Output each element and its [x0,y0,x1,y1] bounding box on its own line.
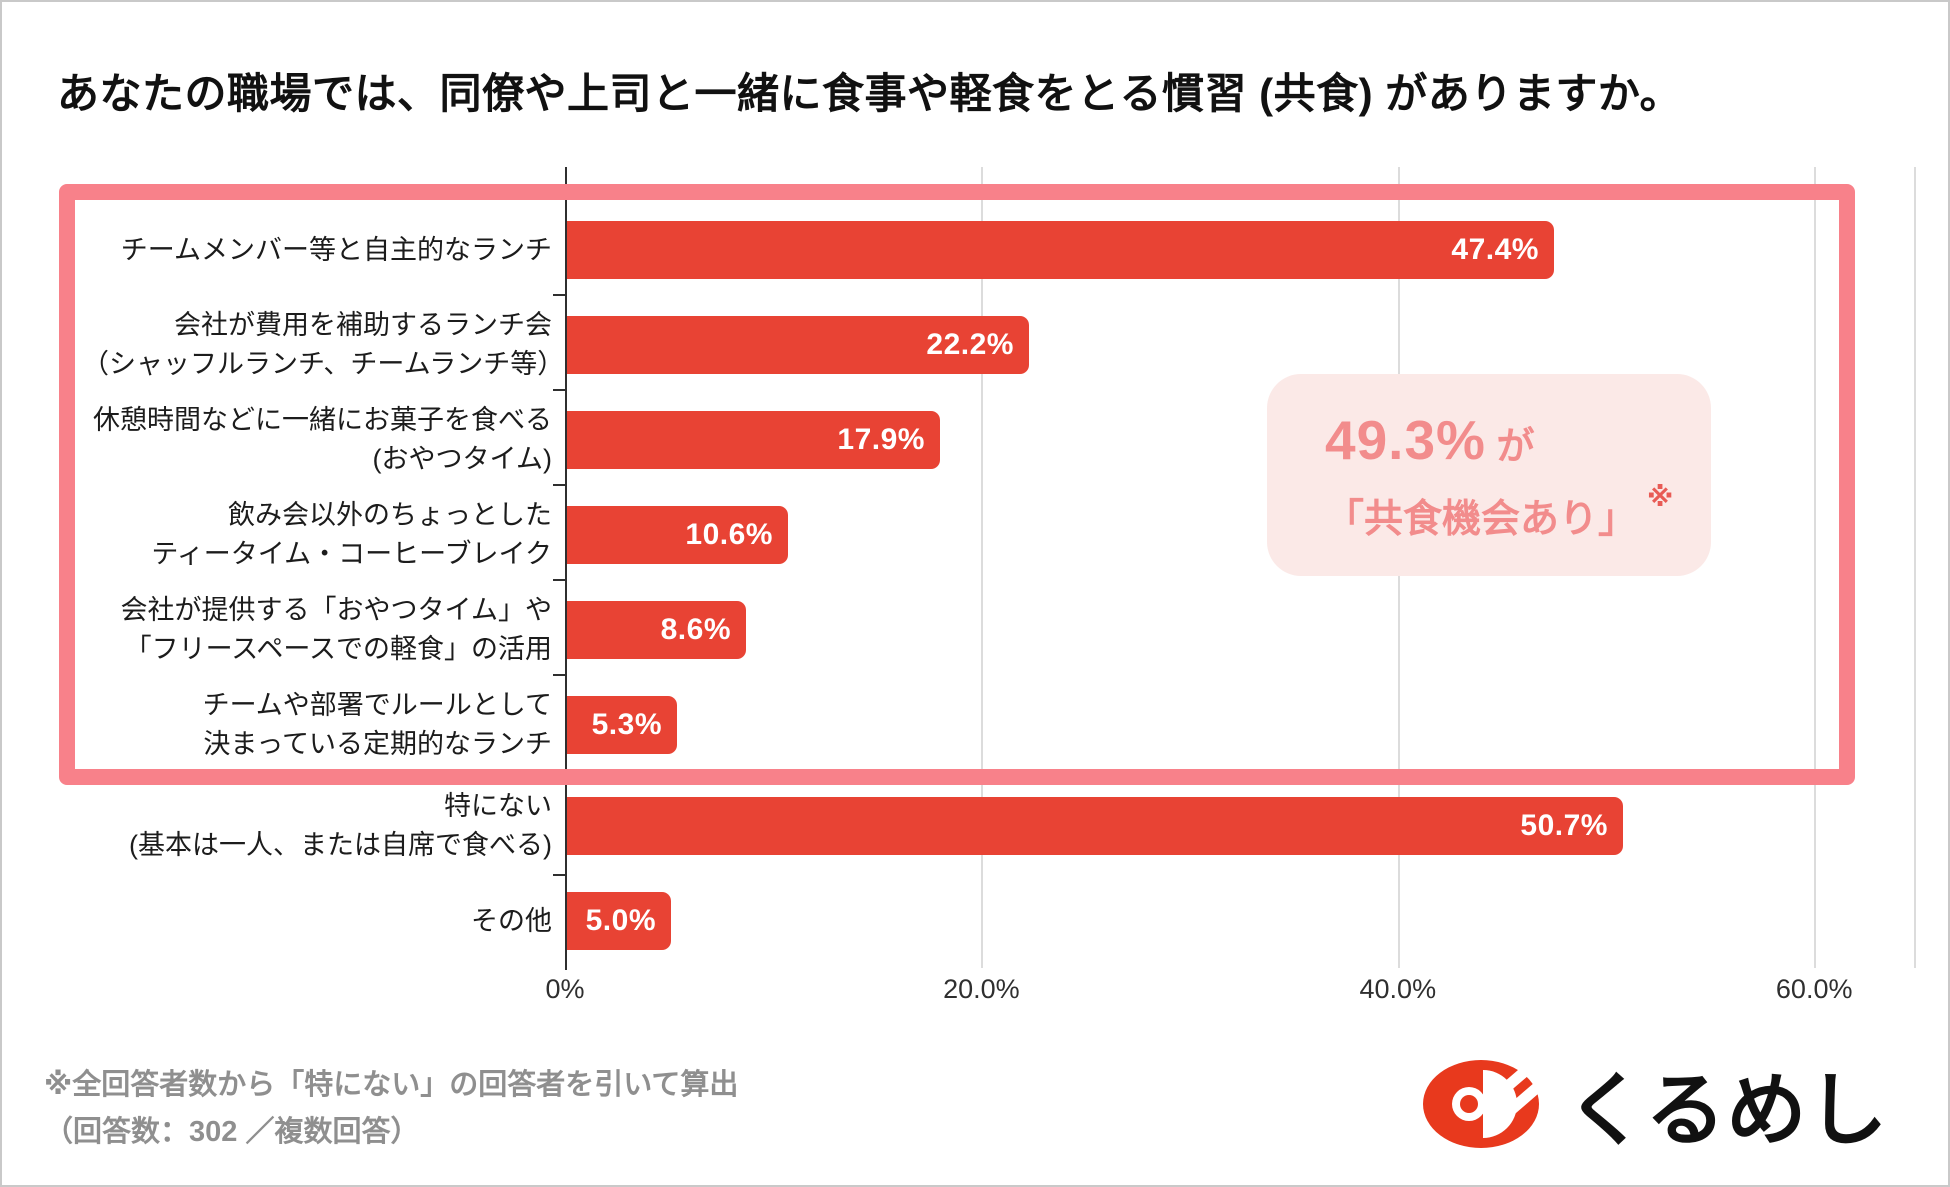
chart-title: あなたの職場では、同僚や上司と一緒に食事や軽食をとる慣習 (共食) がありますか… [57,70,1682,117]
axis-tick-0 [553,198,565,200]
bar-value-label: 47.4% [1451,233,1539,266]
bar-value-label: 22.2% [926,328,1014,361]
callout-percentage: 49.3% [1325,409,1486,471]
bar: 17.9% [567,411,940,469]
axis-tick-3 [553,484,565,486]
axis-tick-2 [553,389,565,391]
kurumeshi-logo: くるめし [1422,1046,1888,1162]
bar-value-label: 10.6% [685,518,773,551]
bar-value-label: 8.6% [660,613,731,646]
category-label: チームメンバー等と自主的なランチ [120,234,552,265]
bar-value-label: 50.7% [1520,809,1608,842]
axis-tick-1 [553,294,565,296]
x-axis-label-60: 60.0% [1775,974,1853,1004]
y-axis-line [565,167,567,970]
bar: 5.0% [567,892,671,950]
category-label: その他 [471,905,552,936]
plot-right-boundary [1914,167,1917,968]
bar: 8.6% [567,601,746,659]
bar: 22.2% [567,316,1029,374]
axis-tick-7 [553,874,565,876]
axis-tick-5 [553,674,565,676]
category-label: 会社が提供する「おやつタイム」や 「フリースペースでの軽食」の活用 [120,595,552,664]
bar: 10.6% [567,506,788,564]
gridline-20pct [981,167,984,968]
x-axis-label-40: 40.0% [1359,974,1437,1004]
bar-value-label: 5.3% [591,708,662,741]
callout-subline: 「共食機会あり」 ※ [1325,482,1711,544]
category-label: 特にない (基本は一人、または自席で食べる) [129,791,552,860]
category-label: チームや部署でルールとして 決まっている定期的なランチ [202,690,552,759]
callout-suffix: が [1485,426,1535,468]
summary-callout: 49.3% が 「共食機会あり」 ※ [1267,374,1711,576]
kurumeshi-logo-text: くるめし [1566,1066,1889,1155]
kurumeshi-logo-icon [1423,1060,1544,1148]
x-axis-label-0: 0% [545,974,585,1004]
footnote: ※全回答者数から「特にない」の回答者を引いて算出 （回答数：302 ／複数回答） [44,1062,738,1156]
bar: 50.7% [567,797,1623,855]
bar: 47.4% [567,221,1554,279]
category-label: 休憩時間などに一緒にお菓子を食べる (おやつタイム) [93,405,552,474]
axis-tick-6 [553,769,565,771]
callout-footnote-mark: ※ [1647,482,1674,512]
footnote-line-1: ※全回答者数から「特にない」の回答者を引いて算出 [44,1069,739,1101]
x-axis-label-20: 20.0% [943,974,1020,1004]
callout-label: 「共食機会あり」 [1325,498,1638,541]
category-label: 会社が費用を補助するランチ会 （シャッフルランチ、チームランチ等） [82,310,565,379]
category-label: 飲み会以外のちょっとした ティータイム・コーヒーブレイク [151,500,552,569]
bar-value-label: 5.0% [585,904,656,937]
axis-tick-4 [553,579,565,581]
bar-value-label: 17.9% [837,423,925,456]
bar: 5.3% [567,696,677,754]
callout-headline: 49.3% が [1325,408,1711,472]
gridline-60pct [1814,167,1817,968]
footnote-line-2: （回答数：302 ／複数回答） [44,1116,420,1148]
